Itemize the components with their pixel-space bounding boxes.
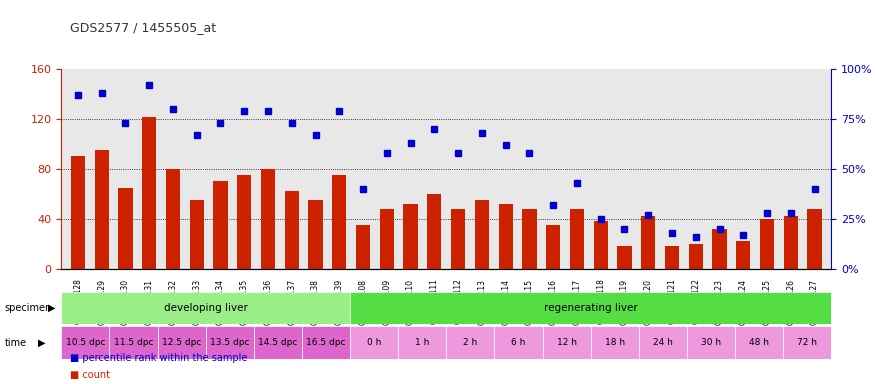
FancyBboxPatch shape	[350, 292, 831, 324]
Bar	[570, 209, 584, 269]
FancyBboxPatch shape	[350, 326, 398, 359]
Bar	[261, 169, 275, 269]
Text: 12 h: 12 h	[556, 338, 577, 347]
Text: ▶: ▶	[48, 303, 56, 313]
Bar	[403, 204, 417, 269]
Text: GDS2577 / 1455505_at: GDS2577 / 1455505_at	[70, 21, 216, 34]
Bar	[475, 200, 489, 269]
Text: ■ count: ■ count	[70, 370, 110, 380]
FancyBboxPatch shape	[61, 326, 109, 359]
Bar	[94, 150, 108, 269]
FancyBboxPatch shape	[206, 326, 254, 359]
Text: regenerating liver: regenerating liver	[543, 303, 638, 313]
FancyBboxPatch shape	[254, 326, 302, 359]
Bar	[284, 192, 299, 269]
Text: 1 h: 1 h	[415, 338, 430, 347]
Bar	[593, 222, 608, 269]
Bar	[712, 229, 726, 269]
Bar	[308, 200, 323, 269]
Bar	[71, 157, 85, 269]
Bar	[332, 175, 346, 269]
Text: 16.5 dpc: 16.5 dpc	[306, 338, 346, 347]
FancyBboxPatch shape	[109, 326, 158, 359]
FancyBboxPatch shape	[735, 326, 783, 359]
Text: 72 h: 72 h	[797, 338, 817, 347]
Text: 24 h: 24 h	[653, 338, 673, 347]
Bar	[380, 209, 394, 269]
Bar	[166, 169, 180, 269]
Text: 6 h: 6 h	[511, 338, 526, 347]
Bar	[736, 242, 751, 269]
Text: specimen: specimen	[4, 303, 52, 313]
Text: 30 h: 30 h	[701, 338, 721, 347]
FancyBboxPatch shape	[542, 326, 591, 359]
Text: 12.5 dpc: 12.5 dpc	[162, 338, 201, 347]
Bar	[451, 209, 466, 269]
FancyBboxPatch shape	[302, 326, 350, 359]
Text: 48 h: 48 h	[749, 338, 769, 347]
Bar	[665, 247, 679, 269]
Text: 2 h: 2 h	[463, 338, 478, 347]
FancyBboxPatch shape	[687, 326, 735, 359]
Text: 0 h: 0 h	[367, 338, 382, 347]
FancyBboxPatch shape	[494, 326, 542, 359]
Text: time: time	[4, 338, 26, 348]
FancyBboxPatch shape	[158, 326, 206, 359]
Bar	[142, 117, 157, 269]
Bar	[118, 188, 132, 269]
Text: ▶: ▶	[38, 338, 46, 348]
FancyBboxPatch shape	[398, 326, 446, 359]
FancyBboxPatch shape	[639, 326, 687, 359]
FancyBboxPatch shape	[61, 292, 350, 324]
Text: developing liver: developing liver	[164, 303, 248, 313]
Bar	[190, 200, 204, 269]
Bar	[427, 194, 442, 269]
Bar	[499, 204, 513, 269]
Bar	[689, 244, 703, 269]
Bar	[618, 247, 632, 269]
Bar	[808, 209, 822, 269]
Bar	[237, 175, 251, 269]
Bar	[214, 182, 228, 269]
Bar	[784, 217, 798, 269]
Text: 11.5 dpc: 11.5 dpc	[114, 338, 153, 347]
Bar	[760, 219, 774, 269]
Text: 10.5 dpc: 10.5 dpc	[66, 338, 105, 347]
FancyBboxPatch shape	[446, 326, 494, 359]
Bar	[356, 225, 370, 269]
Bar	[641, 217, 655, 269]
Bar	[522, 209, 536, 269]
FancyBboxPatch shape	[783, 326, 831, 359]
Bar	[546, 225, 560, 269]
Text: 13.5 dpc: 13.5 dpc	[210, 338, 249, 347]
Text: 14.5 dpc: 14.5 dpc	[258, 338, 298, 347]
FancyBboxPatch shape	[591, 326, 639, 359]
Text: ■ percentile rank within the sample: ■ percentile rank within the sample	[70, 353, 248, 363]
Text: 18 h: 18 h	[605, 338, 625, 347]
